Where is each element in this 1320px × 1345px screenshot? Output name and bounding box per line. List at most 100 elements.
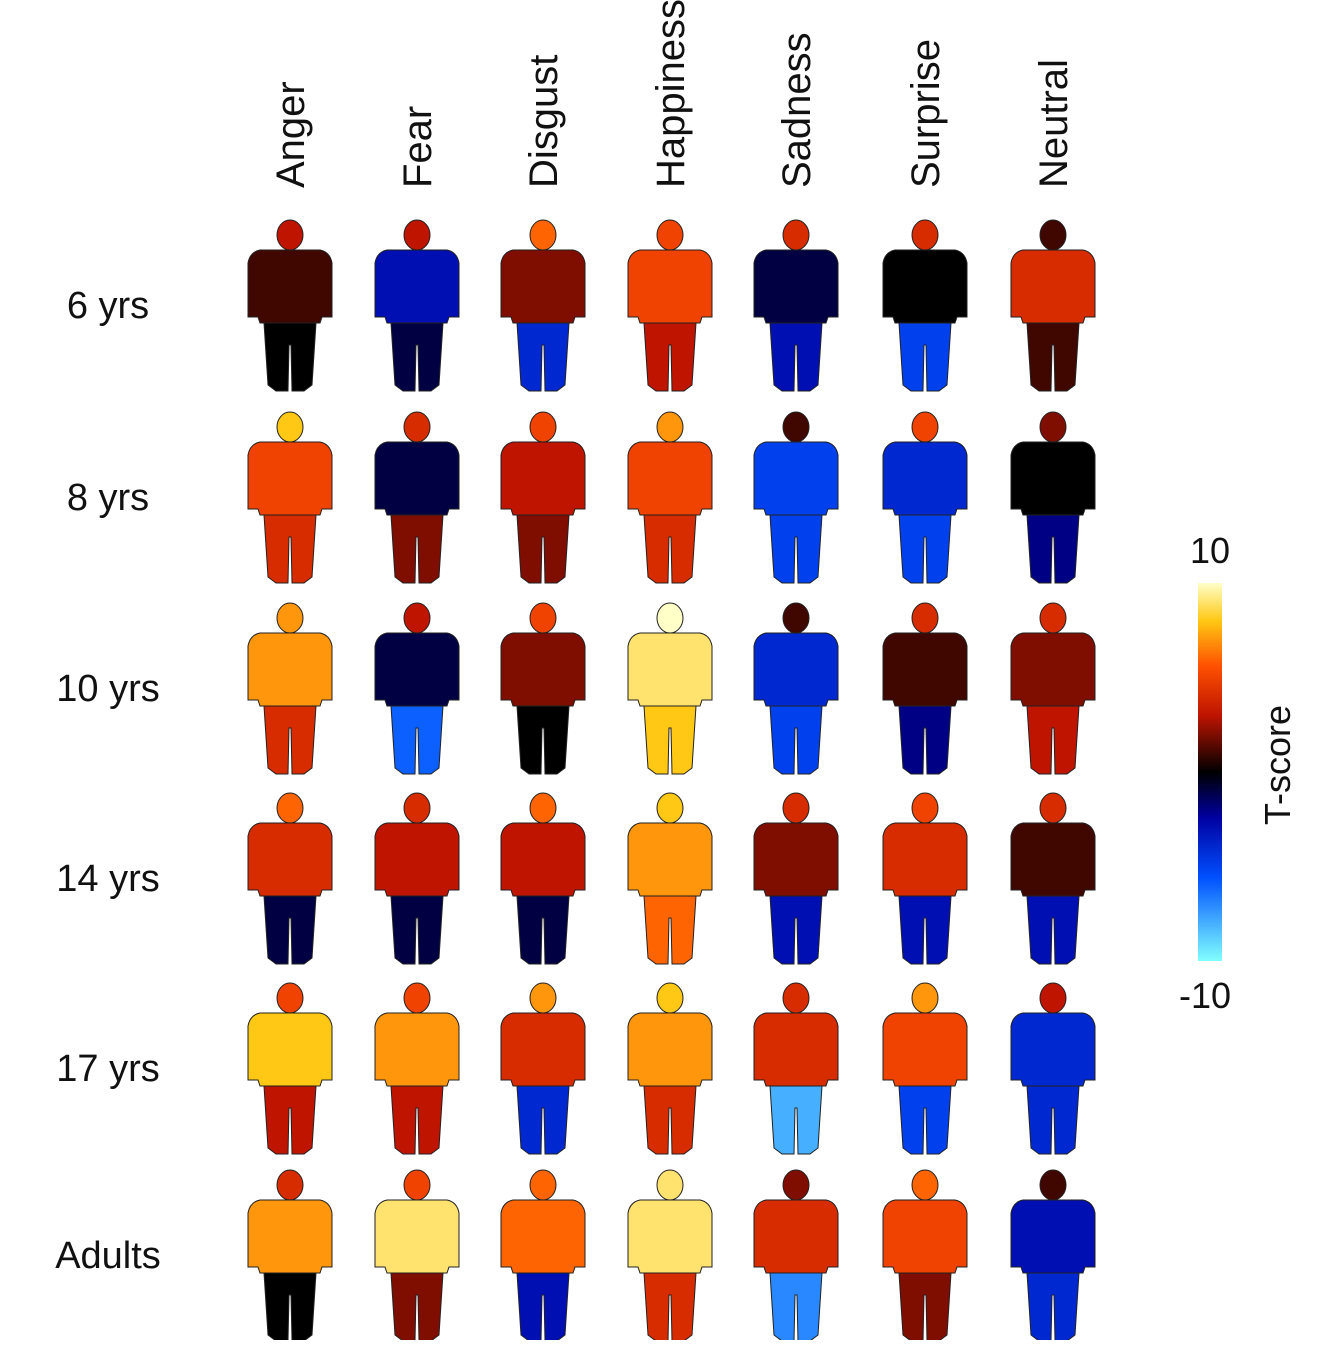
body-torso	[883, 1200, 967, 1273]
body-map	[501, 220, 585, 391]
body-legs	[517, 706, 569, 774]
body-torso	[1011, 823, 1095, 896]
body-torso	[628, 442, 712, 515]
body-head	[912, 983, 938, 1013]
body-head	[657, 793, 683, 823]
row-header: 17 yrs	[56, 1048, 159, 1090]
body-map	[628, 793, 712, 964]
body-legs	[517, 515, 569, 583]
colorbar	[1198, 583, 1222, 961]
body-legs	[264, 706, 316, 774]
body-head	[277, 603, 303, 633]
body-legs	[391, 515, 443, 583]
body-map	[883, 412, 967, 583]
body-legs	[1027, 323, 1079, 391]
body-head	[1040, 603, 1066, 633]
body-torso	[628, 1200, 712, 1273]
body-legs	[899, 896, 951, 964]
body-map	[883, 1170, 967, 1340]
body-head	[530, 220, 556, 250]
body-map	[248, 412, 332, 583]
body-legs	[644, 896, 696, 964]
body-map	[1011, 220, 1095, 391]
body-torso	[754, 823, 838, 896]
body-map	[628, 603, 712, 774]
body-torso	[375, 633, 459, 706]
body-legs	[770, 706, 822, 774]
body-head	[657, 412, 683, 442]
body-map	[248, 220, 332, 391]
body-torso	[375, 1013, 459, 1086]
body-head	[277, 412, 303, 442]
body-head	[783, 220, 809, 250]
body-map	[248, 1170, 332, 1340]
body-head	[1040, 793, 1066, 823]
column-header: Surprise	[904, 39, 948, 188]
body-head	[530, 603, 556, 633]
body-legs	[517, 1273, 569, 1340]
body-map	[1011, 412, 1095, 583]
body-torso	[628, 1013, 712, 1086]
body-head	[912, 793, 938, 823]
column-header: Disgust	[522, 55, 566, 188]
body-head	[912, 603, 938, 633]
body-torso	[501, 250, 585, 323]
body-legs	[1027, 1086, 1079, 1154]
body-map	[754, 412, 838, 583]
body-map	[754, 603, 838, 774]
row-header: 14 yrs	[56, 858, 159, 900]
body-map	[883, 220, 967, 391]
row-header: 6 yrs	[67, 285, 149, 327]
body-map	[248, 793, 332, 964]
body-legs	[391, 323, 443, 391]
body-head	[783, 412, 809, 442]
body-torso	[248, 442, 332, 515]
body-legs	[644, 1273, 696, 1340]
body-map	[1011, 983, 1095, 1154]
body-head	[657, 220, 683, 250]
body-map	[501, 983, 585, 1154]
body-torso	[501, 1013, 585, 1086]
body-torso	[1011, 1013, 1095, 1086]
body-head	[404, 1170, 430, 1200]
body-map	[501, 793, 585, 964]
body-legs	[770, 515, 822, 583]
body-torso	[628, 633, 712, 706]
body-legs	[264, 1273, 316, 1340]
body-torso	[248, 823, 332, 896]
body-torso	[1011, 633, 1095, 706]
body-map	[754, 1170, 838, 1340]
body-head	[404, 603, 430, 633]
body-torso	[501, 442, 585, 515]
body-legs	[899, 706, 951, 774]
body-map	[375, 983, 459, 1154]
body-legs	[644, 323, 696, 391]
body-head	[912, 412, 938, 442]
body-legs	[899, 323, 951, 391]
body-torso	[883, 442, 967, 515]
page: { "columns": ["Anger", "Fear", "Disgust"…	[0, 0, 1320, 1340]
body-torso	[628, 250, 712, 323]
body-torso	[501, 633, 585, 706]
body-legs	[391, 1273, 443, 1340]
body-head	[1040, 220, 1066, 250]
body-map	[1011, 603, 1095, 774]
body-head	[530, 412, 556, 442]
body-head	[1040, 1170, 1066, 1200]
row-header: Adults	[55, 1235, 161, 1277]
body-legs	[1027, 896, 1079, 964]
body-map	[248, 603, 332, 774]
body-torso	[248, 633, 332, 706]
body-head	[1040, 412, 1066, 442]
body-head	[912, 220, 938, 250]
body-head	[404, 412, 430, 442]
body-legs	[517, 323, 569, 391]
body-torso	[754, 442, 838, 515]
body-map	[375, 793, 459, 964]
body-head	[404, 983, 430, 1013]
body-map	[754, 793, 838, 964]
body-map	[1011, 793, 1095, 964]
body-head	[404, 220, 430, 250]
body-legs	[264, 896, 316, 964]
body-torso	[248, 1013, 332, 1086]
